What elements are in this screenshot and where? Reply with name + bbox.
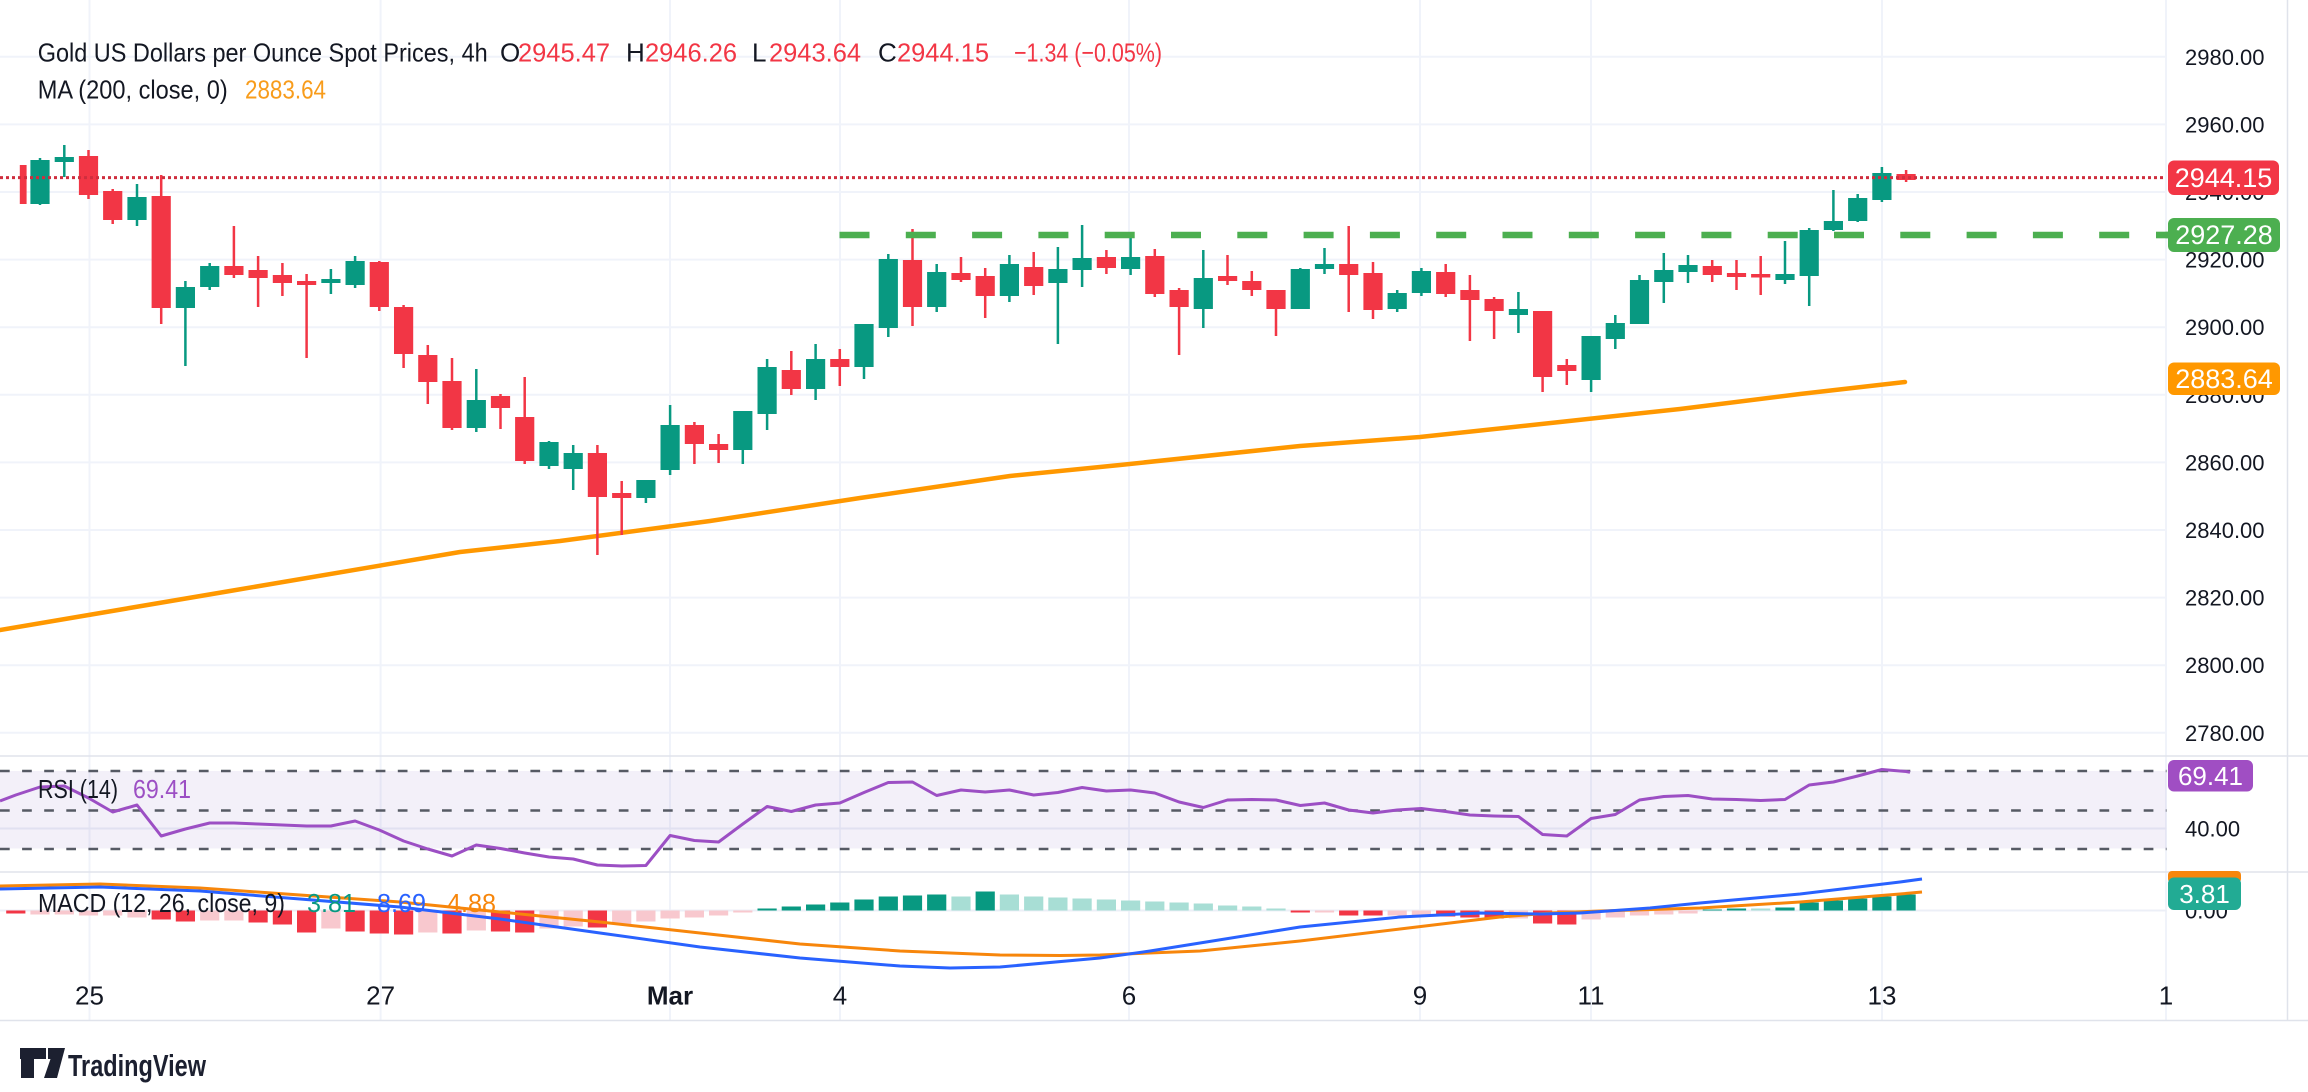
svg-text:2945.47: 2945.47 <box>518 37 610 67</box>
svg-text:TradingView: TradingView <box>68 1048 207 1083</box>
svg-text:25: 25 <box>75 981 104 1011</box>
svg-text:Gold US Dollars per Ounce Spot: Gold US Dollars per Ounce Spot Prices, 4… <box>38 37 488 67</box>
svg-text:L: L <box>752 37 766 67</box>
svg-text:2840.00: 2840.00 <box>2185 518 2265 543</box>
svg-text:2900.00: 2900.00 <box>2185 315 2265 340</box>
svg-text:2820.00: 2820.00 <box>2185 586 2265 611</box>
svg-text:6: 6 <box>1122 981 1136 1011</box>
svg-text:2944.15: 2944.15 <box>2175 163 2273 193</box>
svg-text:2800.00: 2800.00 <box>2185 653 2265 678</box>
svg-text:3.81: 3.81 <box>2179 879 2230 909</box>
svg-text:−1.34 (−0.05%): −1.34 (−0.05%) <box>1014 37 1162 67</box>
svg-text:9: 9 <box>1413 981 1427 1011</box>
svg-text:2883.64: 2883.64 <box>245 74 326 104</box>
svg-text:2980.00: 2980.00 <box>2185 45 2265 70</box>
svg-text:8.69: 8.69 <box>377 888 426 918</box>
svg-text:RSI (14): RSI (14) <box>38 774 118 804</box>
svg-text:4: 4 <box>833 981 847 1011</box>
svg-text:O: O <box>500 37 520 67</box>
svg-text:MACD (12, 26, close, 9): MACD (12, 26, close, 9) <box>38 888 285 918</box>
svg-text:2944.15: 2944.15 <box>897 37 989 67</box>
svg-text:13: 13 <box>1868 981 1897 1011</box>
svg-text:69.41: 69.41 <box>2178 761 2243 791</box>
svg-text:2960.00: 2960.00 <box>2185 112 2265 137</box>
svg-text:2943.64: 2943.64 <box>769 37 861 67</box>
svg-text:H: H <box>626 37 645 67</box>
svg-text:2946.26: 2946.26 <box>645 37 737 67</box>
svg-text:69.41: 69.41 <box>133 774 191 804</box>
svg-text:C: C <box>878 37 897 67</box>
svg-text:27: 27 <box>366 981 395 1011</box>
svg-text:3.81: 3.81 <box>307 888 356 918</box>
svg-text:11: 11 <box>1578 981 1605 1011</box>
svg-text:2780.00: 2780.00 <box>2185 721 2265 746</box>
svg-text:2883.64: 2883.64 <box>2175 364 2273 394</box>
svg-text:Mar: Mar <box>647 981 693 1011</box>
svg-text:4.88: 4.88 <box>447 888 496 918</box>
svg-text:2927.28: 2927.28 <box>2175 220 2273 250</box>
svg-text:2860.00: 2860.00 <box>2185 450 2265 475</box>
svg-text:MA (200, close, 0): MA (200, close, 0) <box>38 74 228 104</box>
svg-text:40.00: 40.00 <box>2185 817 2240 842</box>
svg-text:1: 1 <box>2159 981 2173 1011</box>
